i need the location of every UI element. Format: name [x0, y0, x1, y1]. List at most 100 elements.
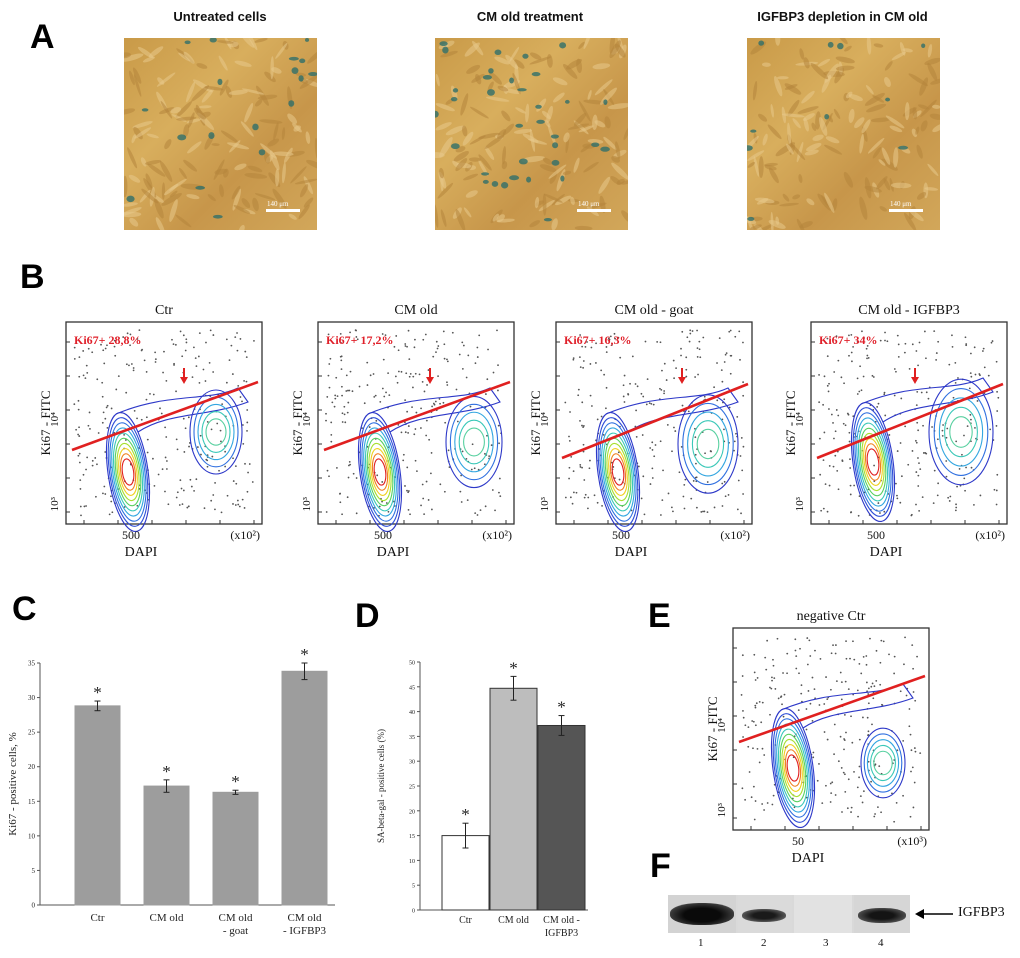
cell-body	[753, 156, 760, 177]
event-dot	[375, 419, 378, 422]
contour	[609, 453, 627, 491]
event-dot	[678, 471, 681, 474]
cell-body	[275, 168, 280, 187]
arrow-icon	[915, 909, 953, 919]
event-dot	[241, 400, 243, 403]
contour	[114, 437, 142, 507]
cell-body	[865, 84, 874, 95]
event-dot	[850, 333, 853, 336]
event-dot	[212, 371, 215, 373]
event-dot	[579, 419, 581, 422]
event-dot	[659, 440, 662, 443]
event-dot	[824, 483, 827, 486]
cell-body	[271, 67, 282, 74]
stained-cell	[747, 145, 753, 151]
event-dot	[607, 337, 610, 340]
cell-body	[255, 99, 263, 107]
cell-body	[610, 175, 621, 185]
contour	[458, 419, 490, 465]
event-dot	[346, 496, 349, 499]
event-dot	[728, 330, 731, 333]
event-dot	[696, 356, 699, 358]
event-dot	[692, 480, 695, 482]
event-dot	[490, 444, 493, 447]
event-dot	[990, 341, 993, 344]
event-dot	[595, 362, 597, 364]
cell-body	[254, 193, 276, 201]
event-dot	[414, 459, 417, 462]
event-dot	[859, 365, 862, 368]
event-dot	[416, 470, 418, 472]
cell-body	[932, 123, 940, 133]
event-dot	[871, 682, 874, 685]
contour	[859, 427, 887, 497]
event-dot	[837, 359, 840, 362]
event-dot	[826, 384, 829, 387]
category-label: CM old	[498, 915, 529, 926]
contour	[933, 388, 989, 476]
event-dot	[880, 811, 882, 814]
cell-body	[450, 85, 458, 101]
event-dot	[921, 496, 924, 498]
event-dot	[236, 332, 238, 334]
event-dot	[858, 776, 860, 779]
cell-body	[881, 147, 891, 165]
cell-body	[227, 142, 250, 150]
event-dot	[995, 503, 998, 506]
event-dot	[325, 419, 327, 422]
event-dot	[136, 417, 138, 420]
cell-body	[801, 90, 815, 104]
event-dot	[659, 387, 661, 390]
event-dot	[378, 505, 381, 508]
cell-body	[541, 110, 551, 119]
cell-body	[142, 56, 155, 63]
event-dot	[108, 513, 111, 516]
event-dot	[782, 672, 784, 674]
cell-body	[796, 218, 805, 230]
event-dot	[897, 343, 900, 346]
event-dot	[442, 401, 445, 404]
event-dot	[601, 504, 603, 507]
event-dot	[756, 747, 759, 750]
significance-marker: *	[509, 658, 518, 677]
event-dot	[649, 447, 652, 449]
y-tick-label: 50	[409, 661, 415, 667]
category-label: IGFBP3	[545, 928, 578, 938]
event-dot	[689, 329, 692, 332]
event-dot	[123, 433, 126, 436]
event-dot	[335, 376, 338, 379]
cell-body	[466, 64, 481, 74]
event-dot	[916, 655, 918, 658]
cell-body	[781, 113, 805, 118]
event-dot	[858, 765, 861, 768]
event-dot	[672, 359, 675, 362]
event-dot	[234, 465, 237, 468]
cell-body	[290, 166, 307, 184]
event-dot	[145, 416, 148, 419]
event-dot	[872, 697, 875, 700]
event-dot	[949, 495, 952, 498]
event-dot	[132, 367, 135, 369]
cell-body	[219, 79, 229, 96]
scale-bar-label: 140 μm	[578, 200, 600, 208]
event-dot	[773, 677, 776, 680]
category-label: CM old	[288, 912, 322, 924]
event-dot	[404, 345, 407, 347]
cell-body	[578, 41, 585, 50]
stained-cell	[452, 88, 459, 93]
event-dot	[382, 358, 385, 361]
event-dot	[348, 460, 351, 463]
cell-body	[764, 162, 778, 167]
event-dot	[602, 433, 605, 436]
event-dot	[951, 346, 954, 348]
event-dot	[706, 511, 709, 514]
cell-body	[183, 51, 195, 64]
event-dot	[435, 351, 437, 354]
event-dot	[341, 421, 344, 423]
stained-cell	[591, 142, 600, 148]
event-dot	[330, 433, 333, 436]
cell-body	[288, 213, 297, 220]
bar	[489, 687, 538, 911]
